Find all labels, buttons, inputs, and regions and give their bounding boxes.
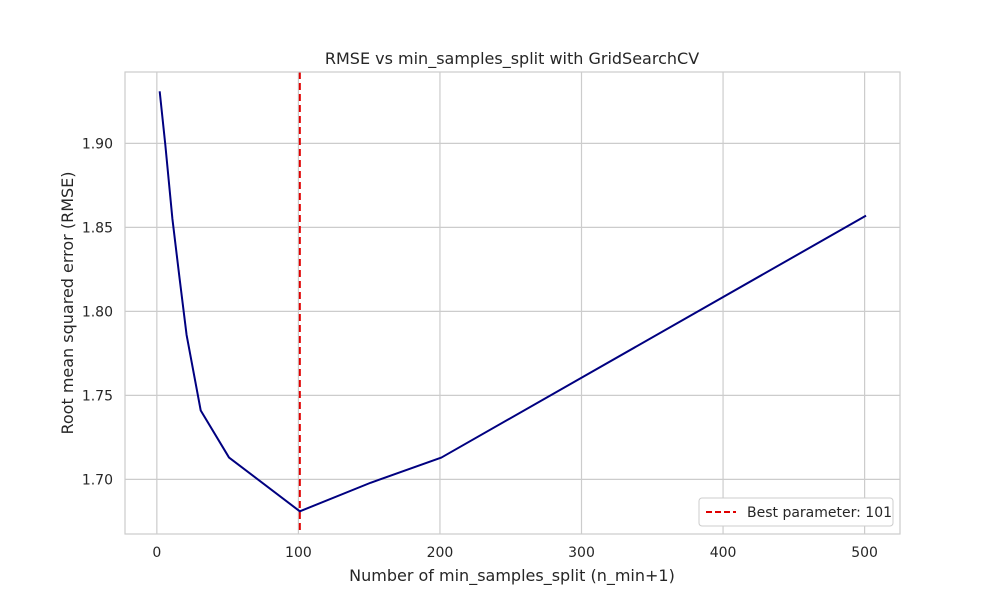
y-tick-label: 1.85 [82,220,113,236]
x-tick-label: 0 [152,545,161,561]
x-axis-label: Number of min_samples_split (n_min+1) [349,566,675,586]
plot-frame [124,71,901,535]
grid-lines [125,72,900,534]
x-tick-label: 500 [851,545,878,561]
y-tick-label: 1.90 [82,136,113,152]
plot-area [125,72,900,534]
x-tick-label: 100 [285,545,312,561]
chart-title: RMSE vs min_samples_split with GridSearc… [325,49,699,69]
legend: Best parameter: 101 [698,497,894,527]
legend-label: Best parameter: 101 [747,505,892,521]
y-axis-ticks: 1.70 1.75 1.80 1.85 1.90 [82,136,113,488]
x-tick-label: 200 [427,545,454,561]
y-axis-label: Root mean squared error (RMSE) [58,171,77,434]
series-group [158,91,867,513]
x-tick-label: 400 [710,545,737,561]
x-axis-ticks: 0 100 200 300 400 500 [152,545,878,561]
y-tick-label: 1.80 [82,304,113,320]
x-tick-label: 300 [568,545,595,561]
y-tick-label: 1.70 [82,472,113,488]
y-tick-label: 1.75 [82,388,113,404]
legend-box [698,497,894,527]
